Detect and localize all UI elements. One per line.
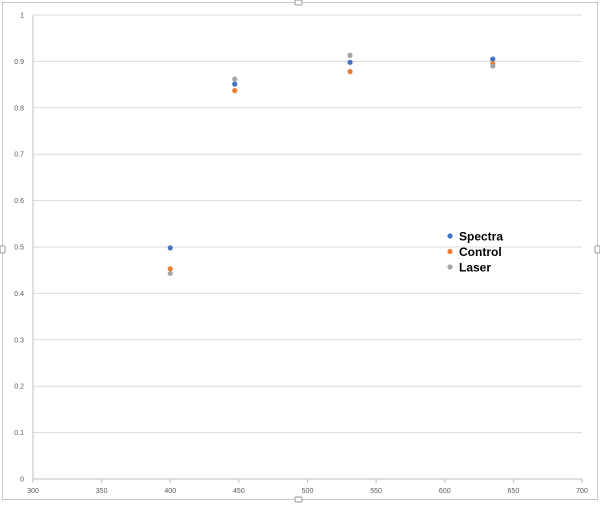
x-tick-label: 600 xyxy=(439,488,451,495)
y-tick-label: 1 xyxy=(20,13,24,20)
x-tick-label: 500 xyxy=(302,488,314,495)
legend-marker-control xyxy=(447,248,453,255)
x-tick-labels: 300 350 400 450 500 550 600 650 700 xyxy=(27,488,588,495)
resize-handle-right[interactable] xyxy=(594,245,600,254)
y-tick-label: 0.3 xyxy=(14,337,24,344)
data-point-control[interactable] xyxy=(232,88,238,94)
data-point-laser[interactable] xyxy=(490,63,496,69)
y-tick-label: 0.9 xyxy=(14,59,24,66)
x-tick-label: 400 xyxy=(164,488,176,495)
x-tick-label: 450 xyxy=(233,488,245,495)
y-tick-labels: 0 0.1 0.2 0.3 0.4 0.5 0.6 0.7 0.8 0.9 1 xyxy=(14,13,24,484)
resize-handle-left[interactable] xyxy=(0,245,6,254)
legend-label-spectra: Spectra xyxy=(459,230,503,244)
x-tick-label: 550 xyxy=(370,488,382,495)
y-tick-label: 0.7 xyxy=(14,152,24,159)
y-tick-label: 0.2 xyxy=(14,384,24,391)
data-point-spectra[interactable] xyxy=(347,59,353,65)
legend-label-control: Control xyxy=(459,245,502,259)
x-tick-label: 350 xyxy=(96,488,108,495)
x-tick-label: 700 xyxy=(576,488,588,495)
data-point-spectra[interactable] xyxy=(232,81,238,87)
data-point-control[interactable] xyxy=(167,266,173,272)
resize-handle-top[interactable] xyxy=(294,0,303,6)
data-points xyxy=(167,52,496,277)
y-tick-label: 0.4 xyxy=(14,291,24,298)
y-tick-label: 0.5 xyxy=(14,245,24,252)
legend-label-laser: Laser xyxy=(459,261,491,275)
data-point-laser[interactable] xyxy=(167,270,173,277)
chart-border xyxy=(2,2,598,500)
data-point-spectra[interactable] xyxy=(167,245,173,251)
y-tick-label: 0.6 xyxy=(14,198,24,205)
axes xyxy=(32,15,582,480)
gridlines xyxy=(32,14,583,483)
resize-handle-bottom[interactable] xyxy=(294,496,303,503)
data-point-spectra[interactable] xyxy=(490,56,496,62)
x-tick-label: 650 xyxy=(508,488,520,495)
y-tick-label: 0 xyxy=(20,477,24,484)
legend-marker-laser xyxy=(447,264,453,270)
data-point-laser[interactable] xyxy=(347,52,353,58)
data-point-control[interactable] xyxy=(347,69,353,75)
y-tick-label: 0.8 xyxy=(14,105,24,112)
x-tick-label: 300 xyxy=(27,488,39,495)
legend-marker-spectra xyxy=(447,233,453,239)
y-tick-label: 0.1 xyxy=(14,430,24,437)
data-point-laser[interactable] xyxy=(232,76,238,82)
